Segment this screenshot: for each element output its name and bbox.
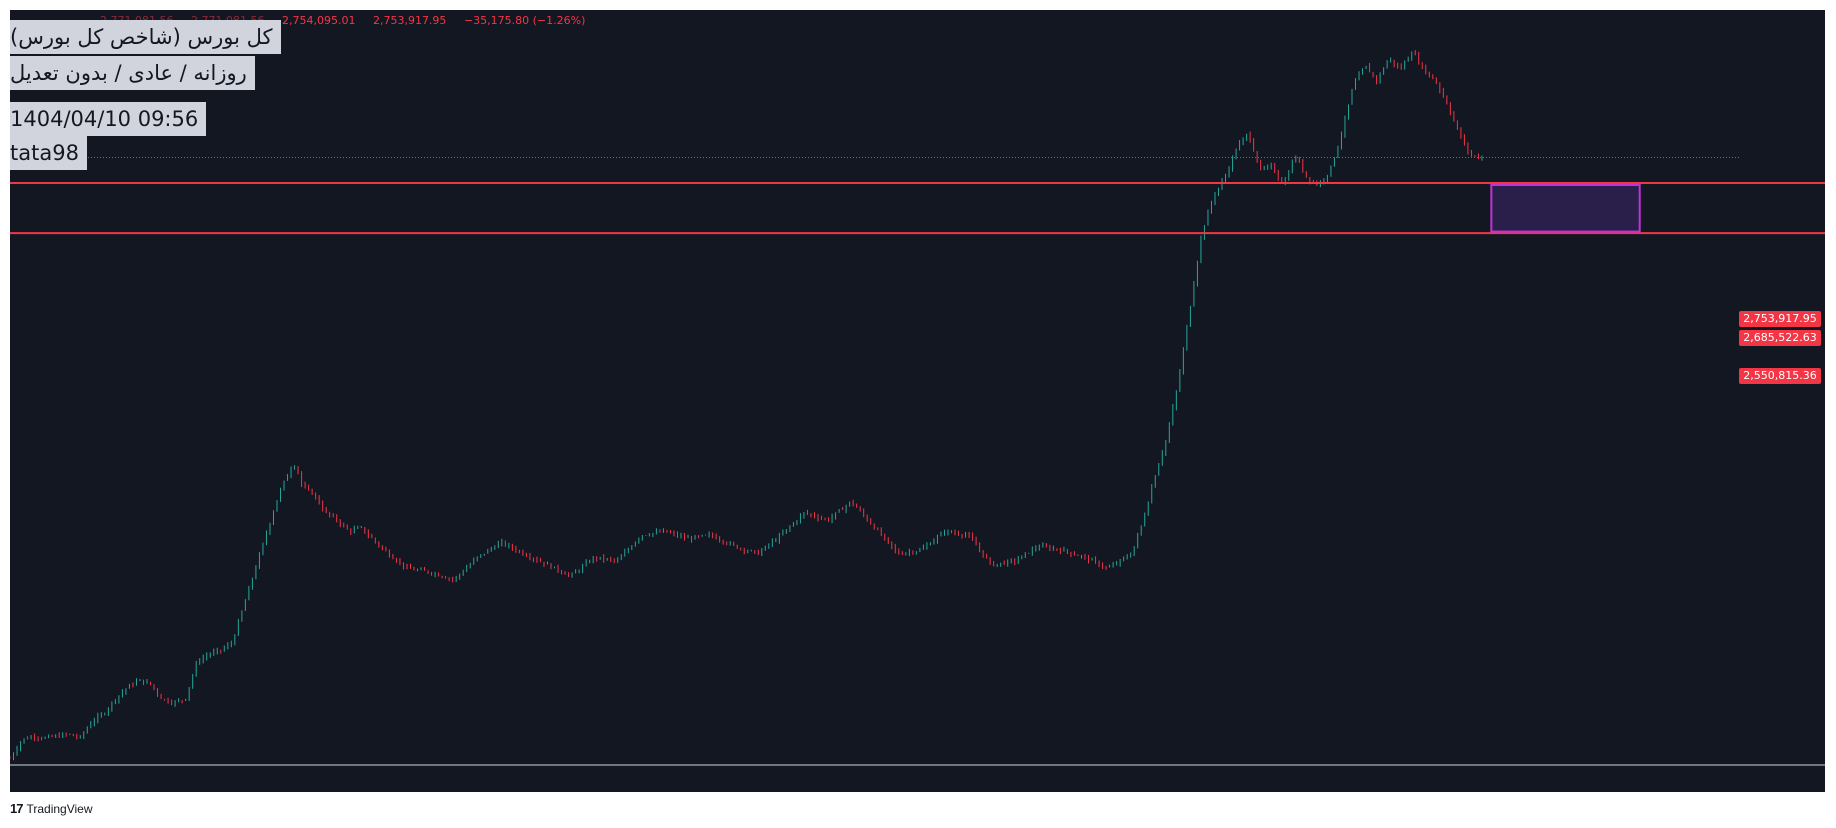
- author-label: tata98: [10, 141, 79, 165]
- price-chart[interactable]: [10, 10, 1825, 792]
- candles-group: [10, 50, 1483, 761]
- info-author: tata98: [10, 136, 87, 170]
- price-tag-last: 2,753,917.95: [1739, 311, 1821, 327]
- footer: 17 TradingView: [10, 801, 93, 816]
- ohlc-change: −35,175.80 (−1.26%): [463, 14, 586, 27]
- info-datetime: 1404/04/10 09:56: [10, 102, 207, 136]
- zone-rectangle: [1490, 184, 1641, 233]
- ohlc-close: 2,753,917.95: [372, 14, 447, 27]
- timeframe-label: روزانه / عادی / بدون تعدیل: [10, 61, 247, 85]
- chart-frame[interactable]: [10, 10, 1825, 792]
- brand-label: TradingView: [26, 801, 93, 816]
- ohlc-low: 2,754,095.01: [281, 14, 356, 27]
- tradingview-logo-icon: 17: [10, 801, 24, 816]
- price-tag-level-1: 2,685,522.63: [1739, 330, 1821, 346]
- info-timeframe: روزانه / عادی / بدون تعدیل: [10, 56, 255, 90]
- symbol-name: کل بورس (شاخص کل بورس): [10, 25, 273, 49]
- datetime-label: 1404/04/10 09:56: [10, 107, 199, 131]
- info-symbol: کل بورس (شاخص کل بورس): [10, 20, 281, 54]
- price-tag-level-2: 2,550,815.36: [1739, 368, 1821, 384]
